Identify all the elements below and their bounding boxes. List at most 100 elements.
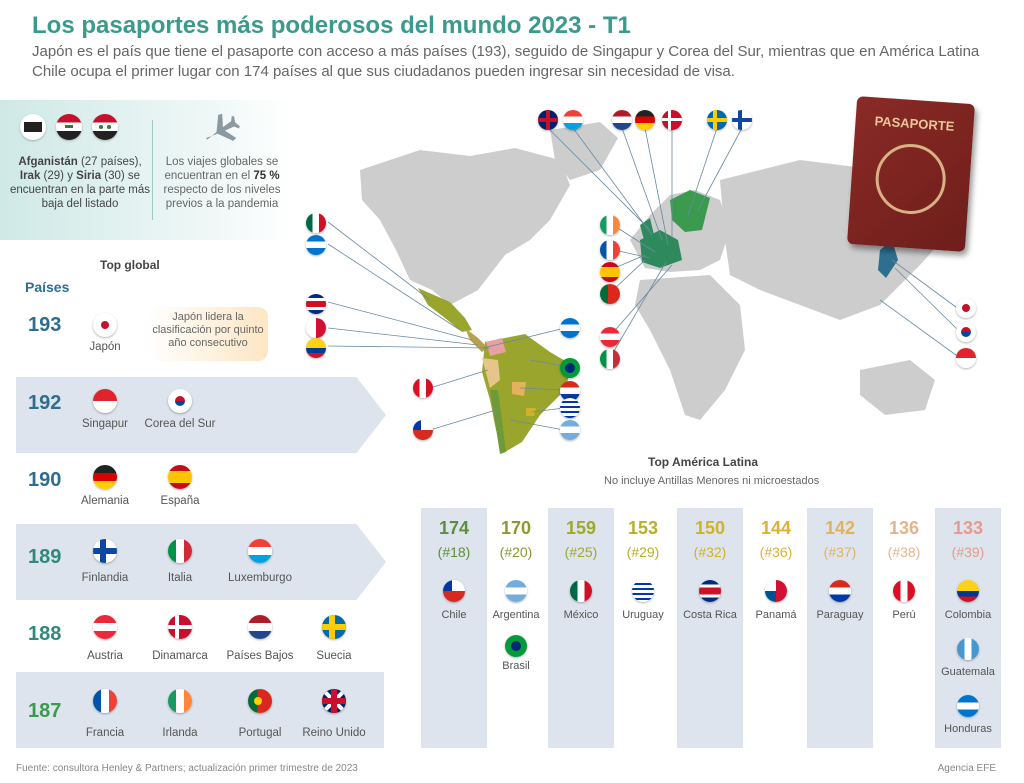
latam-number: 153 [627,518,659,538]
latam-title: Top América Latina [648,455,759,469]
colombia-flag-icon [957,580,979,602]
germany-flag-icon [93,465,117,489]
latam-column: 159 (#25) México [548,508,614,748]
chile-shape [490,390,506,454]
singapore-flag-icon [93,389,117,413]
honduras-flag-icon [957,695,979,717]
country-name: Irlanda [162,727,198,739]
latam-number: 142 [824,518,856,538]
country-name: Paraguay [816,609,864,621]
western-europe-shape [640,230,682,268]
passport-label: PASAPORTE [874,113,955,134]
map-portugal-flag-icon [600,284,620,304]
travel-percent: 75 % [253,170,280,182]
agency-credit: Agencia EFE [937,763,996,774]
global-travel-text: Los viajes globales se encuentran en el … [162,155,282,211]
rank-number: 187 [28,700,62,722]
map-paraguay-flag-icon [560,381,580,401]
leader-lines [327,127,961,431]
lowest-ranked-text: Afganistán (27 países), Irak (29) y Siri… [10,155,150,211]
country-name: Austria [87,650,123,662]
latam-number: 150 [694,518,726,538]
australia-shape [860,360,935,415]
latam-number: 133 [952,518,984,538]
latam-rank: (#36) [759,544,793,560]
japan-note: Japón lidera la clasificación por quinto… [148,307,268,361]
mexico-shape [418,288,472,332]
latam-rank: (#20) [499,544,533,560]
map-chile-flag-icon [413,420,433,440]
rank-number: 189 [28,546,62,568]
country-name: Dinamarca [152,650,208,662]
map-peru-flag-icon [413,378,433,398]
brazil-flag-icon [505,635,527,657]
latam-rank: (#18) [437,544,471,560]
finland-flag-icon [93,539,117,563]
rank-band-189 [16,524,386,600]
country-name: Chile [441,609,467,621]
iraq-label: Irak [19,170,41,182]
latam-rank: (#37) [823,544,857,560]
colombia-shape [486,338,506,356]
travel-text-1: Los viajes globales se encuentran en el [164,156,279,182]
central-america-shape [465,328,488,352]
map-spain-flag-icon [600,262,620,282]
syria-flag-icon [92,114,118,140]
afghanistan-count: (27 países), [77,156,142,168]
afghanistan-label: Afganistán [18,156,78,168]
map-panama-flag-icon [306,318,326,338]
country-name: Reino Unido [302,727,366,739]
country-name: Brasil [502,660,530,672]
chile-flag-icon [443,580,465,602]
austria-flag-icon [93,615,117,639]
map-ireland-flag-icon [600,215,620,235]
rank-band-192 [16,377,386,453]
latam-column: 142 (#37) Paraguay [807,508,873,748]
latam-rank: (#39) [951,544,985,560]
iraq-flag-icon [56,114,82,140]
latam-rank: (#32) [693,544,727,560]
country-name: Panamá [755,609,797,621]
page-subtitle: Japón es el país que tiene el pasaporte … [32,43,980,80]
latam-number: 144 [760,518,792,538]
map-japan-flag-icon [956,298,976,318]
map-finland-flag-icon [732,110,752,130]
map-costa-rica-flag-icon [306,294,326,314]
country-name: Honduras [944,723,992,735]
map-honduras-flag-icon [560,318,580,338]
map-netherlands-flag-icon [612,110,632,130]
map-mexico-flag-icon [306,213,326,233]
latam-rank: (#29) [626,544,660,560]
latam-rank: (#25) [564,544,598,560]
latam-column: 153 (#29) Uruguay [610,508,676,748]
japan-shape [878,240,898,278]
latam-number: 136 [888,518,920,538]
united-kingdom-flag-icon [322,689,346,713]
syria-label: Siria [76,170,102,182]
map-luxembourg-flag-icon [563,110,583,130]
rank-number: 192 [28,392,62,414]
peru-shape [482,358,500,388]
france-flag-icon [93,689,117,713]
paraguay-flag-icon [829,580,851,602]
country-name: Colombia [944,609,992,621]
uruguay-shape [526,408,536,416]
map-uruguay-flag-icon [560,398,580,418]
netherlands-flag-icon [248,615,272,639]
uruguay-flag-icon [632,580,654,602]
argentina-flag-icon [505,580,527,602]
italy-flag-icon [168,539,192,563]
afghanistan-flag-icon [20,114,46,140]
country-name: Suecia [316,650,352,662]
globe-icon [873,141,949,217]
lowest-flags [20,114,118,140]
denmark-flag-icon [168,615,192,639]
paises-label: Países [25,279,70,295]
latam-number: 159 [565,518,597,538]
country-name: Corea del Sur [144,418,216,430]
peru-flag-icon [893,580,915,602]
ireland-flag-icon [168,689,192,713]
panama-flag-icon [765,580,787,602]
latam-subtitle: No incluye Antillas Menores ni microesta… [604,475,820,487]
source-footer: Fuente: consultora Henley & Partners; ac… [16,763,358,774]
